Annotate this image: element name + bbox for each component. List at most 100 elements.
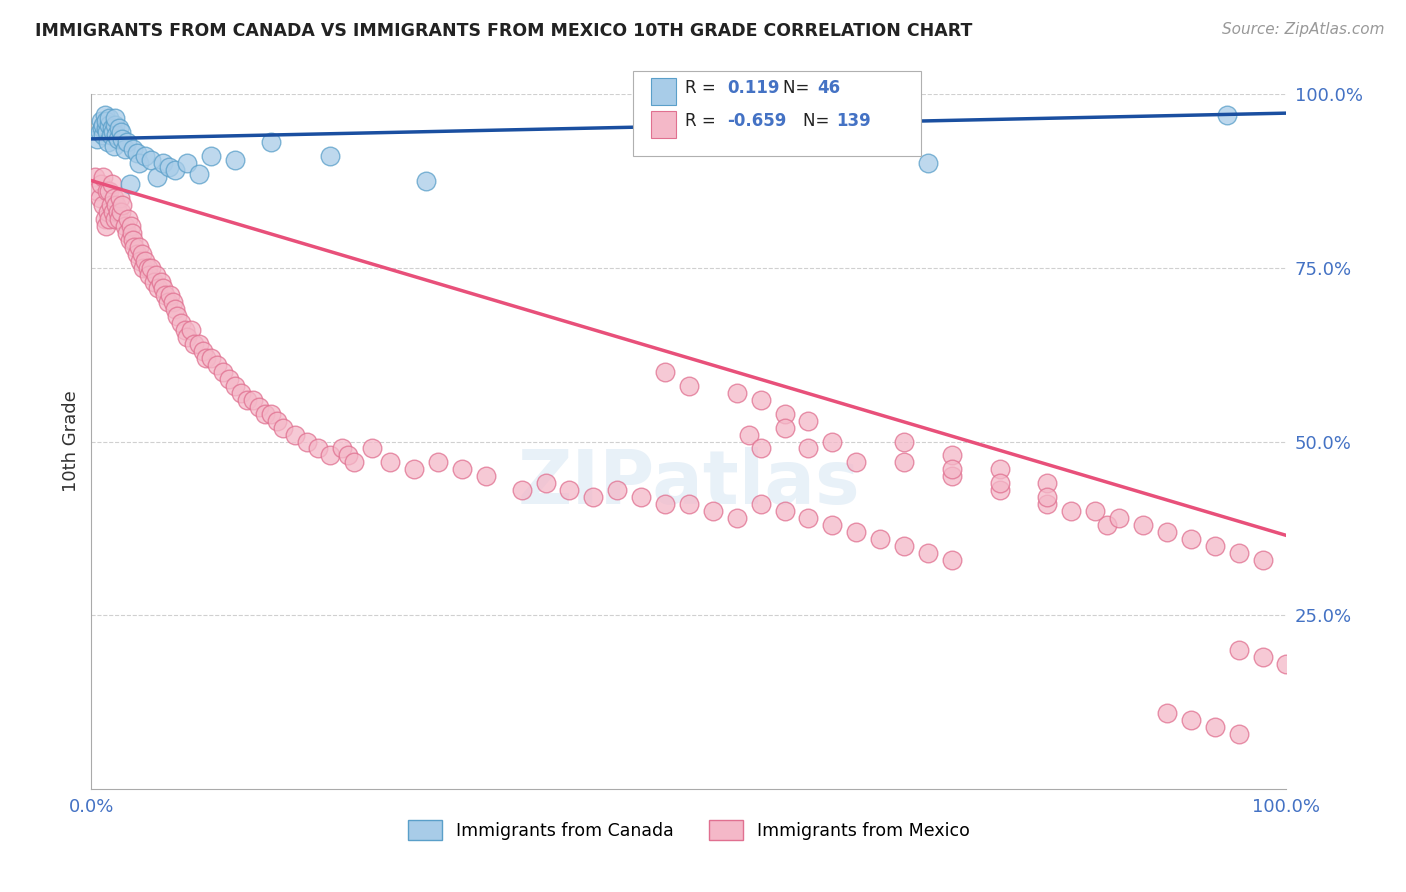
Point [259, 407, 281, 421]
Point [218, 372, 240, 386]
Point [510, 483, 533, 498]
Point [1084, 504, 1107, 518]
Point [654, 497, 676, 511]
Point [426, 455, 449, 469]
Point [128, 156, 150, 170]
Point [146, 170, 169, 185]
Point [737, 427, 759, 442]
Point [654, 365, 676, 379]
Text: 46: 46 [817, 79, 839, 97]
Point [89, 125, 111, 139]
Point [115, 136, 138, 150]
Point [105, 128, 128, 143]
Point [93, 211, 115, 226]
Point [134, 149, 156, 163]
Point [271, 420, 294, 434]
Point [242, 392, 264, 407]
Point [84, 170, 107, 185]
Point [101, 125, 124, 139]
Point [1036, 476, 1059, 491]
Point [1251, 650, 1274, 665]
Point [159, 288, 181, 302]
Point [180, 323, 202, 337]
Point [845, 455, 868, 469]
Point [773, 504, 796, 518]
Point [93, 198, 114, 212]
Point [129, 253, 152, 268]
Point [93, 107, 115, 121]
Point [93, 128, 114, 143]
Point [917, 546, 939, 560]
Point [114, 142, 136, 156]
Point [93, 118, 114, 132]
Text: -0.659: -0.659 [727, 112, 786, 130]
Point [134, 253, 156, 268]
Point [361, 442, 384, 456]
Point [797, 414, 820, 428]
Point [94, 121, 117, 136]
Point [343, 455, 366, 469]
Point [725, 511, 748, 525]
Point [474, 469, 498, 483]
Point [166, 310, 188, 324]
Point [332, 442, 354, 456]
Y-axis label: 10th Grade: 10th Grade [62, 391, 80, 492]
Point [124, 240, 146, 254]
Point [845, 524, 868, 539]
Point [142, 275, 165, 289]
Point [111, 132, 134, 146]
Point [156, 295, 179, 310]
Point [988, 476, 1011, 491]
Point [157, 160, 180, 174]
Point [307, 442, 329, 456]
Point [797, 442, 820, 456]
Point [749, 442, 772, 456]
Point [100, 198, 122, 212]
Point [176, 156, 198, 170]
Point [205, 358, 228, 372]
Text: N=: N= [783, 79, 814, 97]
Point [97, 205, 120, 219]
Point [378, 455, 402, 469]
Text: R =: R = [685, 112, 721, 130]
Point [187, 167, 211, 181]
Point [1036, 497, 1059, 511]
Point [115, 226, 138, 240]
Point [606, 483, 628, 498]
Point [319, 449, 342, 463]
Point [1275, 657, 1298, 672]
Point [253, 407, 276, 421]
Point [163, 302, 186, 317]
Point [229, 385, 252, 400]
Point [988, 483, 1011, 498]
Point [94, 114, 117, 128]
Point [821, 434, 844, 449]
Point [103, 191, 125, 205]
Point [141, 260, 162, 275]
Point [821, 518, 844, 533]
Point [1060, 504, 1083, 518]
Point [893, 434, 915, 449]
Legend: Immigrants from Canada, Immigrants from Mexico: Immigrants from Canada, Immigrants from … [401, 813, 977, 847]
Point [170, 316, 193, 330]
Point [224, 379, 246, 393]
Text: R =: R = [685, 79, 721, 97]
Point [94, 219, 117, 233]
Point [131, 246, 153, 260]
Point [941, 449, 963, 463]
Point [1204, 539, 1226, 553]
Point [1180, 532, 1202, 546]
Point [284, 427, 307, 442]
Point [941, 469, 963, 483]
Point [797, 511, 820, 525]
Point [191, 344, 214, 359]
Point [678, 497, 700, 511]
Point [235, 392, 259, 407]
Point [118, 177, 141, 191]
Point [187, 337, 211, 351]
Point [773, 420, 796, 434]
Point [110, 205, 132, 219]
Point [149, 275, 172, 289]
Point [89, 191, 111, 205]
Point [98, 184, 121, 198]
